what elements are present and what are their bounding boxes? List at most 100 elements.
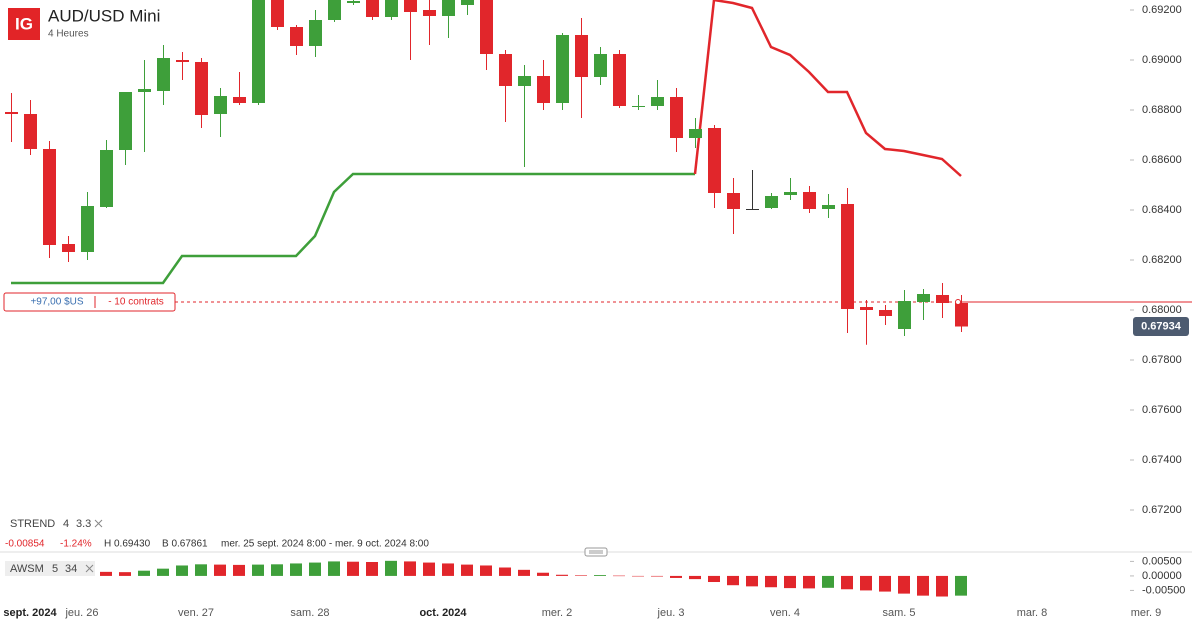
candle-body [271, 0, 284, 27]
x-tick-label: sept. 2024 [3, 607, 57, 619]
awsm-bar [860, 575, 872, 591]
position-marker [955, 299, 961, 305]
y-tick-label: 0.67800 [1142, 354, 1182, 366]
logo: IG [15, 14, 33, 33]
awsm-bar [841, 575, 853, 590]
position-box[interactable] [3, 292, 176, 312]
y-tick-label: 0.68400 [1142, 204, 1182, 216]
awsm-pane [100, 560, 967, 597]
indicator-name: STREND [10, 518, 55, 530]
y-tick-label: 0.00500 [1142, 555, 1182, 567]
y-tick-label: 0.67200 [1142, 504, 1182, 516]
candle-body [461, 0, 474, 5]
candle-body [195, 62, 208, 115]
awsm-bar [556, 574, 568, 576]
position-size: - 10 contrats [108, 297, 164, 308]
last-price-label: 0.67934 [1141, 320, 1182, 332]
y-tick-label: 0.68000 [1142, 304, 1182, 316]
candle-body [138, 89, 151, 92]
awsm-bar [233, 564, 245, 576]
awsm-bar [480, 565, 492, 576]
candle-body [670, 97, 683, 138]
awsm-bar [822, 575, 834, 588]
candle-body [689, 129, 702, 138]
awsm-bar [898, 575, 910, 594]
candle-body [347, 1, 360, 3]
indicator-param: 4 [63, 518, 69, 530]
awsm-bar [708, 575, 720, 583]
x-tick-label: sam. 5 [882, 607, 915, 619]
awsm-bar [537, 572, 549, 576]
close-icon[interactable] [85, 564, 94, 573]
awsm-bar [366, 561, 378, 576]
candle-body [176, 60, 189, 62]
awsm-bar [518, 569, 530, 576]
candle-body [879, 310, 892, 316]
candle-body [575, 35, 588, 77]
handle-grip [589, 550, 603, 554]
candle-body [784, 192, 797, 195]
candle-body [309, 20, 322, 46]
x-tick-label: jeu. 3 [657, 607, 685, 619]
price-pane [5, 0, 968, 345]
indicator-param: 3.3 [76, 518, 91, 530]
awsm-bar [328, 561, 340, 576]
awsm-bar [499, 567, 511, 576]
candle-body [157, 58, 170, 91]
y-tick-label: 0.69200 [1142, 4, 1182, 16]
candle-body [119, 92, 132, 150]
candle-body [214, 96, 227, 114]
y-tick-label: 0.68200 [1142, 254, 1182, 266]
candle-body [917, 294, 930, 302]
y-tick-label: 0.67400 [1142, 454, 1182, 466]
close-icon[interactable] [94, 519, 103, 528]
awsm-bar [575, 575, 587, 576]
awsm-bar [385, 560, 397, 576]
candle-body [708, 128, 721, 193]
candle-body [100, 150, 113, 207]
awsm-bar [784, 575, 796, 589]
range: mer. 25 sept. 2024 8:00 - mer. 9 oct. 20… [221, 539, 429, 550]
candle-body [936, 295, 949, 303]
awsm-bar [404, 561, 416, 576]
candle-body [594, 54, 607, 77]
awsm-name: AWSM [10, 563, 44, 575]
candle-body [860, 307, 873, 310]
awsm-bar [803, 575, 815, 589]
candle-body [5, 112, 18, 114]
awsm-bar [271, 564, 283, 576]
change: -0.00854 [5, 539, 45, 550]
awsm-bar [119, 572, 131, 576]
candle-body [803, 192, 816, 209]
awsm-bar [879, 575, 891, 592]
x-tick-label: ven. 4 [770, 607, 800, 619]
interval: 4 Heures [48, 29, 89, 40]
candle-body [62, 244, 75, 252]
candle-body [43, 149, 56, 245]
candle-body [727, 193, 740, 209]
low: B 0.67861 [162, 539, 208, 550]
candle-body [613, 54, 626, 106]
y-tick-label: 0.00000 [1142, 570, 1182, 582]
candle-body [81, 206, 94, 252]
awsm-bar [157, 568, 169, 576]
x-tick-label: jeu. 26 [64, 607, 98, 619]
awsm-bar [442, 563, 454, 576]
awsm-bar [917, 575, 929, 596]
candle-body [385, 0, 398, 17]
awsm-bar [670, 575, 682, 578]
awsm-bar [613, 575, 625, 577]
awsm-bar [955, 575, 967, 596]
awsm-bar [347, 561, 359, 576]
x-tick-label: ven. 27 [178, 607, 214, 619]
candle-body [499, 54, 512, 86]
awsm-bar [252, 564, 264, 576]
candle-body [404, 0, 417, 12]
y-tick-label: 0.68600 [1142, 154, 1182, 166]
pane-handle[interactable] [584, 547, 608, 557]
candle-body [632, 106, 645, 107]
candle-body [233, 97, 246, 103]
high: H 0.69430 [104, 539, 151, 550]
candle-body [898, 301, 911, 329]
awsm-bar [138, 570, 150, 576]
